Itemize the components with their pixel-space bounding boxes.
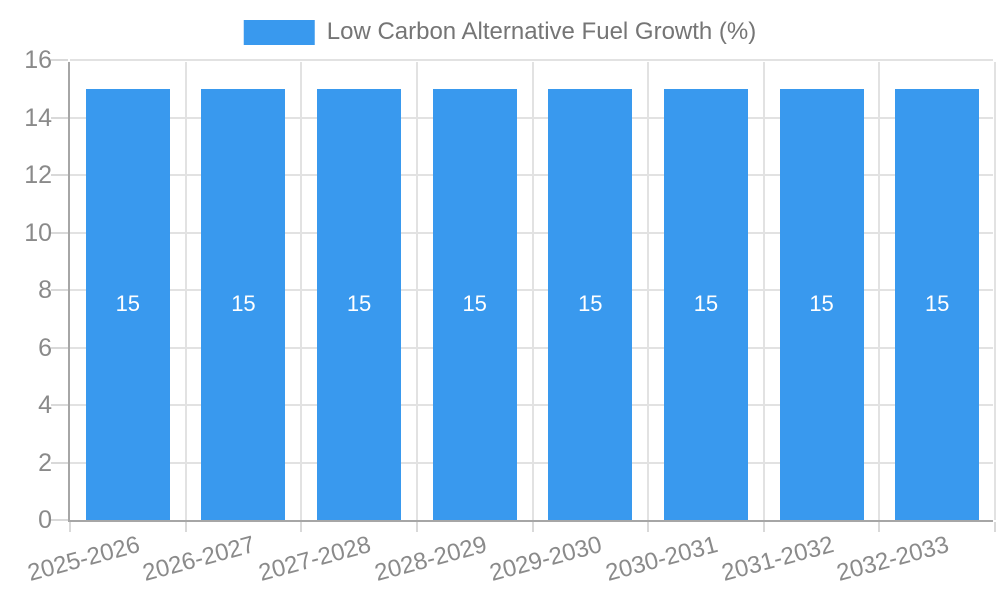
vertical-gridline — [300, 62, 303, 520]
horizontal-gridline — [70, 59, 993, 61]
y-axis-tick-label: 2 — [38, 448, 52, 477]
bar[interactable]: 15 — [432, 88, 517, 520]
bar-value-label: 15 — [693, 291, 719, 317]
x-axis-tick-mark — [69, 522, 71, 532]
bar-value-label: 15 — [346, 291, 372, 317]
bar[interactable]: 15 — [317, 88, 402, 520]
vertical-gridline — [415, 62, 418, 520]
y-axis-tick-mark — [51, 231, 68, 234]
bar-value-label: 15 — [462, 291, 487, 317]
vertical-gridline — [878, 62, 881, 520]
bar-value-label: 15 — [231, 291, 256, 317]
y-axis-tick-mark — [51, 116, 68, 119]
x-axis-tick-mark — [300, 522, 303, 532]
bar-value-label: 15 — [924, 291, 950, 317]
y-axis-tick-mark — [51, 519, 68, 521]
bar[interactable]: 15 — [85, 88, 170, 520]
bar[interactable]: 15 — [548, 88, 633, 520]
plot-area: 0 2 4 6 8 10 12 14 16 15 2025-2026 15 2026-2027 15 202… — [24, 46, 996, 587]
legend-swatch — [243, 19, 315, 45]
y-axis-tick-label: 12 — [24, 161, 52, 189]
y-axis-tick-mark — [51, 404, 68, 406]
y-axis-tick-label: 10 — [24, 218, 52, 247]
y-axis-tick-label: 14 — [24, 103, 52, 132]
bar-value-label: 15 — [809, 291, 834, 317]
y-axis-tick-label: 16 — [24, 46, 52, 74]
x-axis-tick-mark — [647, 522, 650, 532]
y-axis-tick-label: 6 — [38, 333, 52, 362]
legend-label: Low Carbon Alternative Fuel Growth (%) — [326, 18, 757, 45]
y-axis-tick-label: 4 — [38, 391, 52, 419]
x-axis-tick-mark — [762, 522, 765, 532]
bar-value-label: 15 — [115, 291, 141, 317]
y-axis-tick-mark — [51, 174, 68, 176]
bar[interactable]: 15 — [895, 88, 980, 520]
vertical-gridline — [531, 62, 534, 520]
x-axis-tick-mark — [184, 522, 187, 532]
y-axis-tick-label: 0 — [38, 506, 52, 534]
y-axis-tick-label: 8 — [38, 276, 52, 304]
y-axis-tick-mark — [51, 346, 68, 349]
x-axis-tick-mark — [994, 522, 996, 532]
x-axis-tick-mark — [531, 522, 534, 532]
x-axis-tick-mark — [878, 522, 881, 532]
bar-value-label: 15 — [578, 291, 603, 317]
vertical-gridline — [647, 62, 650, 520]
y-axis-tick-mark — [51, 461, 68, 464]
x-axis-tick-mark — [415, 522, 418, 532]
y-axis-tick-mark — [51, 289, 68, 291]
vertical-gridline — [762, 62, 765, 520]
legend[interactable]: Low Carbon Alternative Fuel Growth (%) — [243, 18, 757, 46]
bar[interactable]: 15 — [663, 88, 748, 520]
vertical-gridline — [184, 62, 187, 520]
bar[interactable]: 15 — [201, 88, 286, 520]
vertical-gridline — [994, 62, 996, 520]
y-axis-tick-mark — [51, 59, 68, 61]
bar[interactable]: 15 — [779, 88, 864, 520]
